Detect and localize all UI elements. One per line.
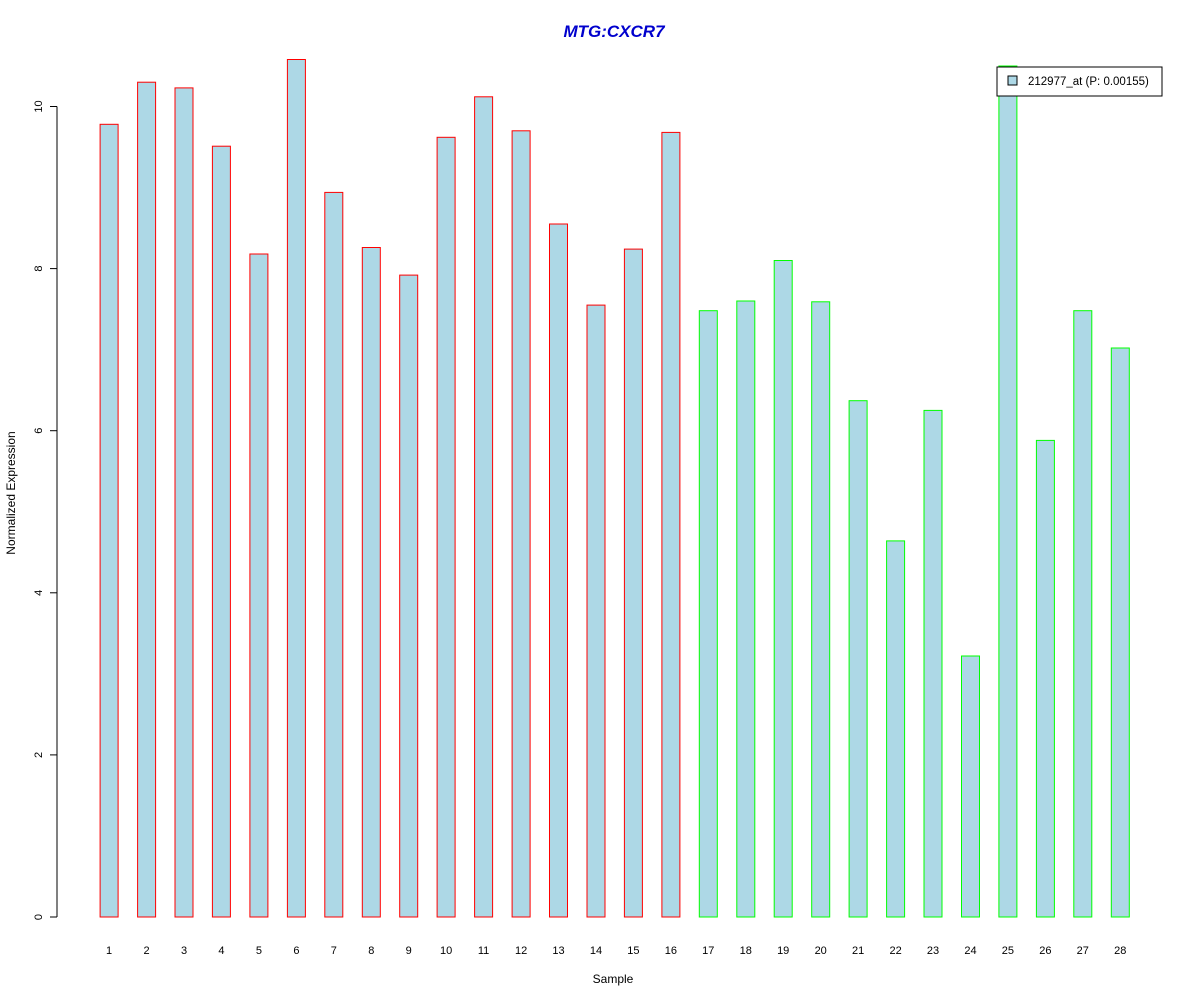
- legend-swatch: [1007, 75, 1018, 86]
- x-tick-label: 18: [740, 945, 752, 957]
- x-tick-labels: 1 2 3 4 5 6 7 8 9 10 11 12 13 14 15 16 17 18 19 20 21 22 23 24 2…: [106, 945, 1126, 957]
- bar-sample-19: [773, 260, 793, 918]
- bar-sample-20: [811, 301, 831, 918]
- bar-sample-10: [436, 136, 456, 918]
- bar-sample-22: [886, 540, 906, 918]
- legend-box: [996, 66, 1163, 97]
- bar-sample-15: [623, 248, 643, 918]
- bar-sample-28: [1110, 347, 1130, 918]
- y-axis-label: Normalized Expression: [4, 431, 18, 554]
- bar-sample-14: [586, 304, 606, 918]
- bar-sample-23: [923, 409, 943, 918]
- y-tick-label: 8: [33, 266, 45, 272]
- x-axis-label: Sample: [593, 972, 634, 986]
- x-tick-label: 12: [515, 945, 527, 957]
- x-tick-label: 4: [218, 945, 224, 957]
- bar-sample-21: [848, 400, 868, 918]
- bar-sample-27: [1073, 310, 1093, 918]
- bar-sample-17: [698, 310, 718, 918]
- y-tick-label: 6: [33, 428, 45, 434]
- x-tick-label: 25: [1002, 945, 1014, 957]
- x-tick-label: 20: [815, 945, 827, 957]
- x-tick-label: 1: [106, 945, 112, 957]
- x-tick-label: 23: [927, 945, 939, 957]
- bar-sample-9: [399, 274, 419, 918]
- bar-sample-7: [324, 191, 344, 918]
- bar-sample-13: [549, 223, 568, 918]
- bar-sample-3: [174, 87, 194, 918]
- bar-sample-4: [211, 145, 231, 918]
- bar-sample-24: [961, 655, 980, 918]
- bar-sample-18: [736, 300, 756, 918]
- bar-sample-26: [1035, 439, 1055, 918]
- y-tick-label: 10: [33, 100, 45, 112]
- x-tick-label: 13: [552, 945, 564, 957]
- x-tick-label: 10: [440, 945, 452, 957]
- bar-sample-5: [249, 253, 269, 918]
- x-tick-label: 22: [889, 945, 901, 957]
- x-tick-label: 14: [590, 945, 602, 957]
- x-tick-label: 6: [293, 945, 299, 957]
- y-tick-label: 0: [33, 914, 45, 920]
- y-tick-label: 4: [33, 590, 45, 596]
- x-tick-label: 27: [1077, 945, 1089, 957]
- bar-sample-25: [998, 65, 1018, 918]
- x-tick-label: 19: [777, 945, 789, 957]
- x-tick-label: 5: [256, 945, 262, 957]
- x-tick-label: 3: [181, 945, 187, 957]
- y-axis: 0 2 4 6 8 10: [33, 100, 58, 920]
- bar-sample-1: [99, 123, 119, 918]
- bar-sample-6: [286, 59, 306, 918]
- x-tick-label: 28: [1114, 945, 1126, 957]
- x-tick-label: 16: [665, 945, 677, 957]
- bars-group: [99, 59, 1130, 918]
- chart-title: MTG:CXCR7: [563, 22, 666, 41]
- x-tick-label: 21: [852, 945, 864, 957]
- x-tick-label: 15: [627, 945, 639, 957]
- x-tick-label: 7: [331, 945, 337, 957]
- x-tick-label: 17: [702, 945, 714, 957]
- legend: 212977_at (P: 0.00155): [996, 66, 1163, 97]
- x-tick-label: 9: [406, 945, 412, 957]
- x-tick-label: 8: [368, 945, 374, 957]
- legend-series-label: 212977_at (P: 0.00155): [1028, 76, 1149, 88]
- bar-sample-2: [137, 81, 157, 918]
- x-tick-label: 2: [144, 945, 150, 957]
- y-tick-label: 2: [33, 752, 45, 758]
- x-tick-label: 11: [478, 945, 489, 957]
- bar-sample-11: [474, 96, 494, 918]
- x-tick-label: 26: [1039, 945, 1051, 957]
- bar-sample-16: [661, 131, 681, 918]
- bar-sample-8: [361, 247, 381, 918]
- x-tick-label: 24: [964, 945, 976, 957]
- bar-sample-12: [511, 130, 531, 918]
